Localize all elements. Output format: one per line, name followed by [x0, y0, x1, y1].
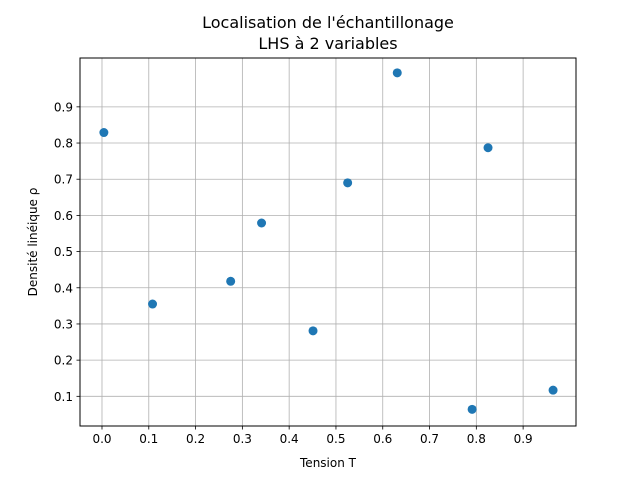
data-point [99, 128, 109, 138]
data-point [467, 404, 477, 414]
x-axis-ticks: 0.0 0.1 0.2 0.3 0.4 0.5 0.6 0.7 0.8 0.9 [92, 426, 533, 446]
chart-title-line-2: LHS à 2 variables [258, 34, 397, 53]
x-tick-label: 0.2 [186, 432, 205, 446]
y-axis-label: Densité linéique ρ [26, 188, 40, 297]
x-tick-label: 0.9 [514, 432, 533, 446]
y-tick-label: 0.6 [54, 209, 73, 223]
data-point [343, 178, 353, 188]
x-tick-label: 0.7 [420, 432, 439, 446]
chart-title-line-1: Localisation de l'échantillonage [202, 13, 454, 32]
x-axis-label: Tension T [299, 456, 357, 470]
x-tick-label: 0.0 [92, 432, 111, 446]
x-tick-label: 0.8 [467, 432, 486, 446]
y-tick-label: 0.4 [54, 281, 73, 295]
y-axis-ticks: 0.1 0.2 0.3 0.4 0.5 0.6 0.7 0.8 0.9 [54, 100, 80, 404]
y-tick-label: 0.8 [54, 137, 73, 151]
x-tick-label: 0.5 [326, 432, 345, 446]
x-tick-label: 0.3 [233, 432, 252, 446]
x-tick-label: 0.6 [373, 432, 392, 446]
grid-lines [80, 58, 576, 426]
y-tick-label: 0.2 [54, 354, 73, 368]
plot-area-frame [79, 57, 577, 427]
data-point [257, 218, 267, 228]
y-tick-label: 0.7 [54, 173, 73, 187]
x-tick-label: 0.4 [280, 432, 299, 446]
data-point [148, 299, 158, 309]
data-point [392, 68, 402, 78]
data-point [226, 276, 236, 286]
data-point [548, 385, 558, 395]
y-tick-label: 0.3 [54, 317, 73, 331]
x-tick-label: 0.1 [139, 432, 158, 446]
data-points [99, 68, 558, 414]
data-point [308, 326, 318, 336]
y-tick-label: 0.9 [54, 100, 73, 114]
data-point [483, 143, 493, 153]
y-tick-label: 0.5 [54, 245, 73, 259]
y-tick-label: 0.1 [54, 390, 73, 404]
